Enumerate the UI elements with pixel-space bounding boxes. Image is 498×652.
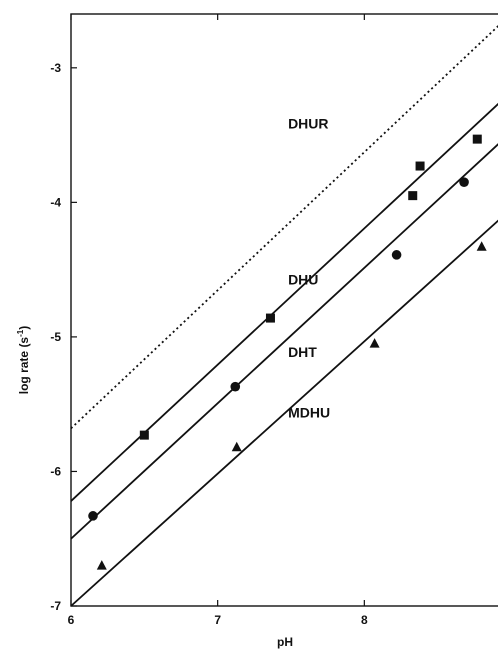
plot-frame [70, 13, 498, 607]
fit-line-mdhu [70, 219, 498, 607]
fit-line-dht [70, 143, 498, 540]
x-tick-label: 8 [361, 613, 368, 627]
fit-line-dhur [70, 25, 498, 430]
data-point-square [472, 134, 482, 144]
data-point-square [415, 161, 425, 171]
series-label-dht: DHT [288, 344, 317, 360]
data-point-triangle [231, 441, 242, 452]
y-axis-title-superscript: -1 [16, 329, 25, 337]
data-point-triangle [96, 560, 107, 570]
y-tick-label: -5 [50, 330, 61, 344]
x-tick-label: 6 [68, 613, 75, 627]
series-label-mdhu: MDHU [288, 405, 330, 421]
data-point-square [408, 191, 418, 201]
data-point-triangle [476, 241, 487, 251]
y-tick-label: -4 [50, 195, 61, 209]
x-axis-title: pH [277, 635, 293, 649]
data-point-circle [88, 511, 98, 521]
y-tick-label: -3 [50, 61, 61, 75]
data-point-square [265, 313, 275, 323]
data-point-circle [391, 250, 402, 260]
data-point-circle [459, 177, 469, 187]
fit-line-dhu [70, 102, 498, 502]
axis-ticks: 6789-7-6-5-4-3 [50, 14, 368, 627]
data-point-circle [230, 381, 241, 392]
data-point-square [139, 430, 149, 440]
data-point-triangle [369, 338, 380, 348]
series-label-dhu: DHU [288, 271, 318, 287]
fit-lines [70, 25, 498, 607]
data-markers [88, 134, 487, 570]
y-tick-label: -7 [50, 599, 61, 613]
series-labels: DHUR DHU DHT MDHU [288, 115, 330, 420]
y-axis-title-main: log rate (s [17, 337, 31, 395]
series-label-dhur: DHUR [288, 115, 328, 131]
y-axis-title-suffix: ) [17, 326, 31, 330]
y-tick-label: -6 [50, 464, 61, 478]
x-tick-label: 7 [214, 613, 221, 627]
y-axis-title: log rate (s-1) [16, 326, 31, 394]
